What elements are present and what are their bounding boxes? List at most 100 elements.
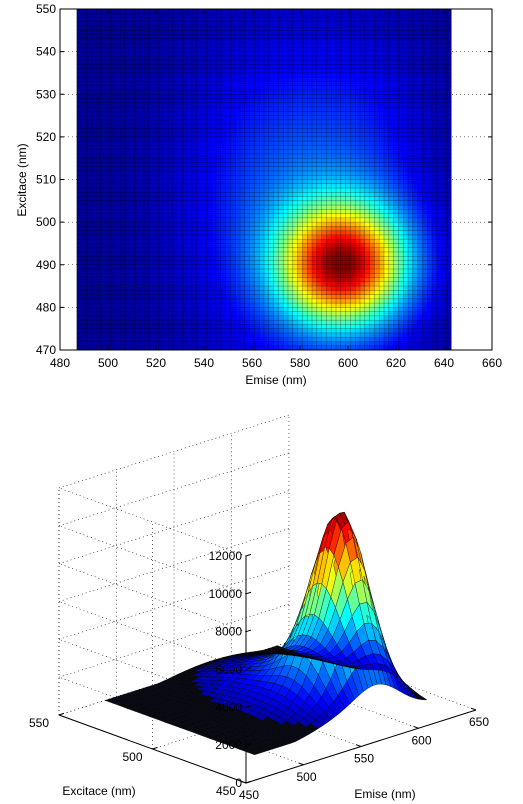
- heatmap-cell: [268, 294, 274, 300]
- heatmap-cell: [139, 192, 145, 197]
- heatmap-cell: [168, 145, 174, 150]
- heatmap-cell: [86, 192, 92, 197]
- heatmap-cell: [288, 119, 294, 125]
- heatmap-cell: [225, 136, 231, 142]
- heatmap-cell: [91, 256, 97, 261]
- heatmap-cell: [110, 47, 116, 52]
- heatmap-cell: [196, 230, 202, 236]
- heatmap-cell: [81, 269, 87, 274]
- heatmap-cell: [220, 192, 226, 197]
- heatmap-cell: [283, 256, 289, 261]
- heatmap-cell: [187, 72, 193, 78]
- heatmap-cell: [268, 166, 274, 172]
- heatmap-cell: [100, 213, 106, 219]
- heatmap-cell: [148, 243, 154, 248]
- heatmap-cell: [201, 153, 207, 159]
- heatmap-cell: [244, 277, 250, 283]
- heatmap-cell: [326, 64, 332, 69]
- heatmap-cell: [76, 269, 82, 274]
- heatmap-cell: [297, 94, 303, 99]
- heatmap-cell: [182, 277, 188, 283]
- heatmap-cell: [105, 273, 111, 278]
- heatmap-cell: [230, 243, 236, 248]
- heatmap-cell: [273, 128, 279, 133]
- heatmap-cell: [91, 68, 97, 74]
- heatmap-cell: [369, 188, 375, 193]
- heatmap-cell: [134, 149, 140, 155]
- heatmap-cell: [211, 260, 217, 266]
- heatmap-cell: [316, 337, 322, 342]
- heatmap-cell: [360, 77, 366, 82]
- heatmap-cell: [81, 239, 87, 244]
- heatmap-cell: [134, 217, 140, 223]
- heatmap-cell: [240, 217, 246, 223]
- heatmap-cell: [144, 107, 150, 112]
- heatmap-cell: [182, 141, 188, 146]
- heatmap-cell: [76, 281, 82, 287]
- heatmap-cell: [158, 13, 164, 18]
- heatmap-cell: [312, 286, 318, 291]
- heatmap-cell: [182, 269, 188, 274]
- heatmap-cell: [110, 281, 116, 287]
- heatmap-cell: [129, 247, 135, 253]
- heatmap-cell: [283, 251, 289, 257]
- heatmap-cell: [355, 124, 361, 129]
- heatmap-cell: [196, 324, 202, 329]
- heatmap-cell: [240, 64, 246, 69]
- heatmap-cell: [196, 234, 202, 240]
- heatmap-cell: [134, 260, 140, 266]
- heatmap-cell: [264, 269, 270, 274]
- heatmap-cell: [110, 179, 116, 185]
- heatmap-cell: [139, 213, 145, 219]
- heatmap-cell: [187, 136, 193, 142]
- heatmap-cell: [297, 158, 303, 163]
- heatmap-cell: [292, 273, 298, 278]
- heatmap-cell: [331, 324, 337, 329]
- heatmap-cell: [307, 128, 313, 133]
- heatmap-cell: [244, 115, 250, 121]
- heatmap-cell: [124, 85, 130, 91]
- heatmap-cell: [292, 341, 298, 347]
- heatmap-cell: [278, 175, 284, 180]
- heatmap-cell: [235, 153, 241, 159]
- heatmap-cell: [86, 85, 92, 91]
- heatmap-cell: [369, 337, 375, 342]
- heatmap-cell: [129, 38, 135, 44]
- heatmap-cell: [115, 13, 121, 18]
- heatmap-cell: [340, 290, 346, 295]
- heatmap-cell: [196, 34, 202, 40]
- heatmap-cell: [192, 192, 198, 197]
- heatmap-cell: [369, 38, 375, 44]
- heatmap-cell: [326, 119, 332, 125]
- heatmap-cell: [259, 320, 265, 325]
- heatmap-cell: [292, 68, 298, 74]
- heatmap-cell: [369, 128, 375, 133]
- heatmap-cell: [254, 26, 260, 31]
- heatmap-cell: [264, 13, 270, 18]
- heatmap-cell: [163, 17, 169, 23]
- heatmap-cell: [139, 141, 145, 146]
- heatmap-cell: [278, 170, 284, 176]
- heatmap-cell: [96, 89, 102, 95]
- heatmap-cell: [273, 243, 279, 248]
- heatmap-cell: [91, 269, 97, 274]
- heatmap-cell: [321, 337, 327, 342]
- heatmap-cell: [81, 94, 87, 99]
- heatmap-cell: [331, 345, 337, 351]
- heatmap-cell: [144, 286, 150, 291]
- heatmap-cell: [321, 55, 327, 61]
- heatmap-cell: [355, 170, 361, 176]
- heatmap-cell: [187, 264, 193, 270]
- heatmap-cell: [316, 328, 322, 334]
- heatmap-cell: [316, 307, 322, 312]
- heatmap-cell: [268, 217, 274, 223]
- heatmap-cell: [340, 64, 346, 69]
- heatmap-cell: [254, 9, 260, 14]
- heatmap-cell: [120, 89, 126, 95]
- heatmap-cell: [321, 298, 327, 304]
- heatmap-cell: [316, 68, 322, 74]
- heatmap-cell: [192, 264, 198, 270]
- heatmap-cell: [316, 222, 322, 227]
- heatmap-cell: [100, 320, 106, 325]
- heatmap-cell: [144, 269, 150, 274]
